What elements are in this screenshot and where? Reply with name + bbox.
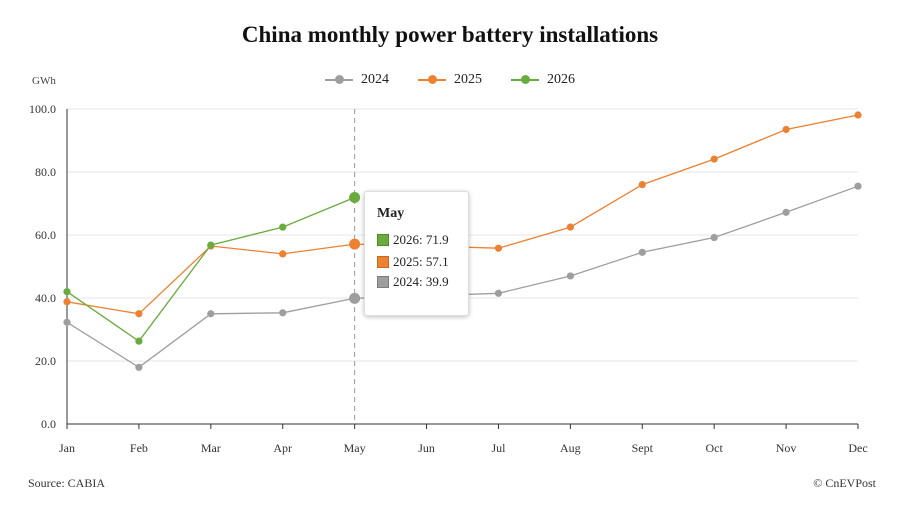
y-tick-label: 80.0 <box>35 165 56 179</box>
tooltip-title: May <box>377 206 405 221</box>
x-tick-label: Oct <box>706 441 724 455</box>
legend-label-2024: 2024 <box>361 72 389 87</box>
source-note: Source: CABIA <box>28 476 105 490</box>
data-point-2025 <box>63 298 71 306</box>
data-point-2024 <box>638 248 646 256</box>
tooltip-swatch-2026 <box>377 234 389 246</box>
data-point-2024 <box>854 182 862 190</box>
x-tick-label: Jul <box>491 441 506 455</box>
x-tick-label: Jun <box>418 441 435 455</box>
data-point-2024 <box>207 310 215 318</box>
x-tick-label: May <box>344 441 366 455</box>
data-point-2025 <box>566 223 574 231</box>
tooltip-text-2026: 2026: 71.9 <box>393 232 449 247</box>
legend-swatch-2026 <box>511 70 539 90</box>
legend-swatch-2025 <box>418 70 446 90</box>
data-point-2026 <box>279 223 287 231</box>
y-tick-label: 20.0 <box>35 354 56 368</box>
x-tick-label: Nov <box>776 441 797 455</box>
credit-note: © CnEVPost <box>813 476 876 490</box>
x-tick-label: Jan <box>59 441 75 455</box>
x-tick-label: Aug <box>560 441 581 455</box>
data-point-2025 <box>782 125 790 134</box>
x-tick-label: Sept <box>632 441 654 455</box>
legend-label-2025: 2025 <box>454 72 482 87</box>
tooltip-row-2025: 2025: 57.1 <box>377 254 449 270</box>
data-point-2024 <box>349 292 361 304</box>
legend-item-2026[interactable]: 2026 <box>511 70 575 90</box>
x-tick-label: Feb <box>130 441 148 455</box>
data-point-2026 <box>207 241 215 249</box>
legend-label-2026: 2026 <box>547 72 575 87</box>
tooltip-row-2024: 2024: 39.9 <box>377 274 449 290</box>
y-axis-unit: GWh <box>32 75 56 87</box>
data-point-2024 <box>135 363 143 371</box>
legend-item-2025[interactable]: 2025 <box>418 70 482 90</box>
y-tick-label: 60.0 <box>35 228 56 242</box>
data-point-2025 <box>710 155 718 163</box>
data-point-2025 <box>854 111 862 119</box>
chart-legend: 2024 2025 2026 <box>0 70 900 90</box>
data-point-2025 <box>135 310 143 318</box>
data-point-2026 <box>135 337 143 345</box>
data-point-2024 <box>63 318 71 326</box>
chart-title: China monthly power battery installation… <box>241 22 659 47</box>
y-tick-label: 100.0 <box>29 102 56 116</box>
legend-swatch-2024 <box>325 70 353 90</box>
legend-item-2024[interactable]: 2024 <box>325 70 389 90</box>
data-point-2024 <box>782 208 790 216</box>
tooltip-text-2024: 2024: 39.9 <box>393 274 449 289</box>
x-tick-label: Dec <box>848 441 867 455</box>
tooltip-swatch-2024 <box>377 276 389 288</box>
series-line-2026 <box>66 196 355 343</box>
tooltip: May 2026: 71.9 2025: 57.1 2024: 39.9 <box>364 191 469 316</box>
data-point-2026 <box>63 288 71 296</box>
data-point-2024 <box>566 272 574 280</box>
data-point-2025 <box>638 181 646 189</box>
y-tick-label: 0.0 <box>41 417 56 431</box>
tooltip-row-2026: 2026: 71.9 <box>377 232 449 248</box>
tooltip-swatch-2025 <box>377 256 389 268</box>
data-point-2026 <box>349 192 361 204</box>
x-tick-label: Apr <box>273 441 292 455</box>
y-tick-label: 40.0 <box>35 291 56 305</box>
x-tick-label: Mar <box>201 441 221 455</box>
tooltip-text-2025: 2025: 57.1 <box>393 254 449 269</box>
data-point-2024 <box>710 233 718 242</box>
data-point-2024 <box>279 309 287 317</box>
data-point-2025 <box>279 250 287 258</box>
data-point-2025 <box>494 244 503 252</box>
data-point-2025 <box>349 238 361 250</box>
data-point-2024 <box>494 289 503 297</box>
